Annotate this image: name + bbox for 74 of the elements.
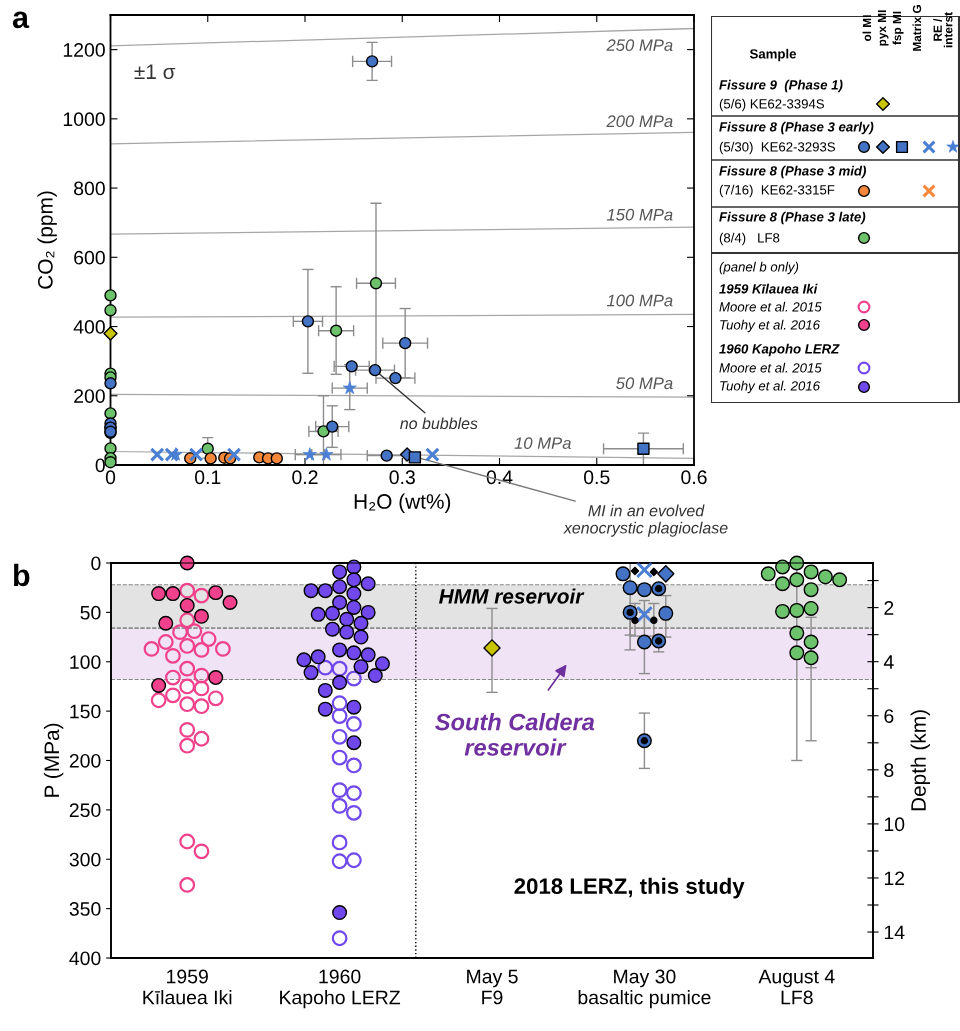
text: Fissure 8 (Phase 3 late) <box>719 211 866 225</box>
annotation: MI in an evolved xenocrystic plagioclase <box>563 504 728 537</box>
y2-tick-label: 12 <box>884 871 905 886</box>
text: fsp MI <box>892 11 904 45</box>
y-tick-label: 200 <box>74 389 105 404</box>
band-label: HMM reservoir <box>439 588 585 604</box>
y-tick-label: 1000 <box>63 112 105 127</box>
text: Matrix G <box>912 5 922 51</box>
text: pyx MI <box>877 10 889 46</box>
chart-title: a <box>12 11 30 29</box>
x-tick-label: August 4 LF8 <box>758 969 835 1005</box>
x-tick-label: 0.3 <box>389 470 415 485</box>
annotation: ±1 σ <box>134 64 176 80</box>
text: Fissure 8 (Phase 3 early) <box>719 121 874 135</box>
text: (5/30) KE62-3293S <box>719 141 836 155</box>
x-tick-label: 0.2 <box>292 470 318 485</box>
y-tick-label: 300 <box>69 852 101 867</box>
annotation: 100 MPa <box>606 294 673 307</box>
y-tick-label: 600 <box>74 250 105 265</box>
y2-tick-label: 8 <box>884 763 894 778</box>
y-tick-label: 350 <box>69 902 101 916</box>
text: (7/16) KE62-3315F <box>719 184 835 198</box>
text: Tuohy et al. 2016 <box>720 380 820 394</box>
chart-title: b <box>14 563 30 587</box>
x-tick-label: 0 <box>105 470 116 485</box>
y-tick-label: 1200 <box>63 43 105 57</box>
y-tick-label: 150 <box>70 704 101 719</box>
text: RE / interst <box>933 12 953 48</box>
y2-tick-label: 2 <box>884 601 894 615</box>
y-axis-title: P (MPa) <box>43 723 64 797</box>
y-tick-label: 50 <box>80 605 101 620</box>
y-tick-label: 0 <box>91 556 101 571</box>
x-tick-label: 0.4 <box>486 470 513 485</box>
text: (panel b only) <box>719 261 799 275</box>
text: (5/6) KE62-3394S <box>719 98 825 112</box>
y2-tick-label: 14 <box>884 925 905 940</box>
y2-tick-label: 6 <box>884 709 894 723</box>
text: ol MI <box>862 15 872 41</box>
text: Moore et al. 2015 <box>719 301 822 312</box>
x-tick-label: 1960 Kapoho LERZ <box>280 969 401 1009</box>
annotation: 250 MPa <box>606 39 673 52</box>
x-tick-label: 0.1 <box>195 470 221 485</box>
y-axis-title: CO₂ (ppm) <box>37 191 57 289</box>
x-tick-label: 0.6 <box>681 470 707 485</box>
text: Fissure 8 (Phase 3 mid) <box>719 165 867 179</box>
band-label: South Caldera reservoir <box>435 713 595 756</box>
y2-axis-title: Depth (km) <box>910 710 931 811</box>
x-tick-label: 1959 Kīlauea Iki <box>143 969 232 1005</box>
y-tick-label: 800 <box>74 181 105 196</box>
text: Sample <box>749 48 797 62</box>
annotation: 200 MPa <box>606 115 673 128</box>
text: 1960 Kapoho LERZ <box>719 343 840 357</box>
annotation: 50 MPa <box>616 377 673 390</box>
annotation: 10 MPa <box>514 437 571 450</box>
text: Tuohy et al. 2016 <box>720 319 820 333</box>
annotation: 150 MPa <box>606 208 673 221</box>
text: 1959 Kīlauea Iki <box>719 283 818 294</box>
x-tick-label: May 5 F9 <box>467 969 518 1005</box>
y-tick-label: 400 <box>73 320 105 334</box>
annotation: no bubbles <box>400 417 478 430</box>
y2-tick-label: 10 <box>884 817 905 832</box>
y-tick-label: 0 <box>95 458 105 473</box>
x-tick-label: May 30 basaltic pumice <box>578 969 711 1009</box>
text: (8/4) LF8 <box>719 232 780 246</box>
y-tick-label: 200 <box>69 753 101 768</box>
x-axis-title: H₂O (wt%) <box>354 493 451 513</box>
y2-tick-label: 4 <box>883 655 894 669</box>
y-tick-label: 250 <box>69 803 101 818</box>
text: Fissure 9 (Phase 1) <box>719 79 843 93</box>
annotation: 2018 LERZ, this study <box>514 877 745 899</box>
x-tick-label: 0.5 <box>584 470 610 485</box>
y-tick-label: 400 <box>69 951 101 966</box>
y-tick-label: 100 <box>70 655 101 669</box>
text: Moore et al. 2015 <box>719 362 822 373</box>
